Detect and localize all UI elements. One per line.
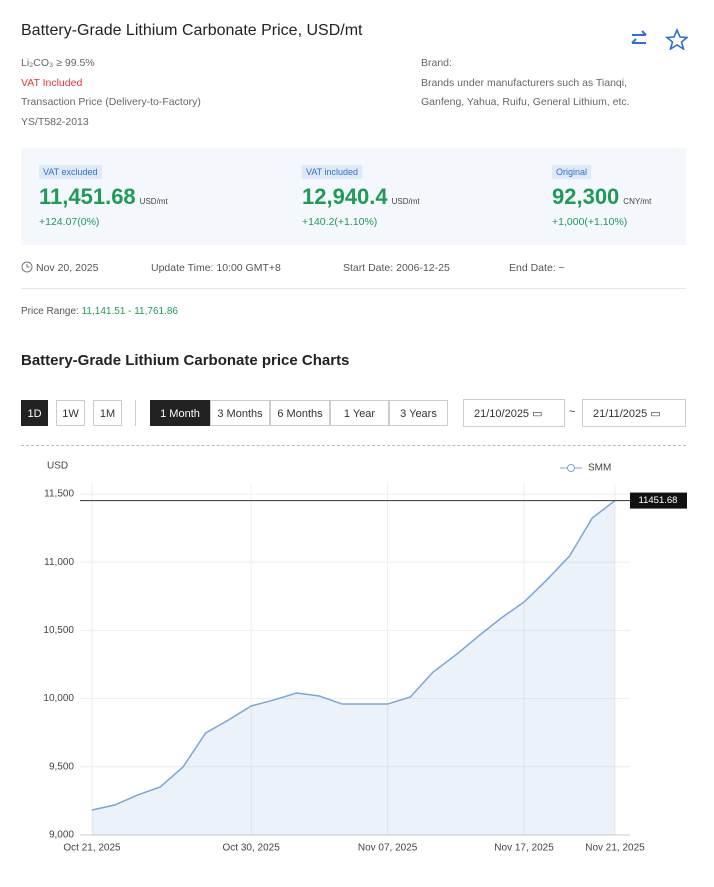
date-from[interactable]: 21/10/2025 ▭ [463,399,565,427]
y-tick-label: 10,000 [43,693,74,704]
meta-update: Update Time: 10:00 GMT+8 [151,262,281,274]
y-tick-label: 10,500 [43,625,74,636]
x-tick-label: Nov 07, 2025 [358,843,418,854]
card-price: 11,451.68 [39,184,136,209]
interval-button[interactable]: 1M [93,400,122,426]
x-tick-label: Nov 17, 2025 [494,843,554,854]
date-from-text: 21/10/2025 [474,408,530,420]
range-button[interactable]: 1 Month [150,400,210,426]
last-value-box [630,492,687,509]
y-tick-label: 11,000 [44,557,74,568]
card-change: +124.07(0%) [39,216,100,228]
interval-button[interactable]: 1W [56,400,85,426]
card-tag: VAT excluded [39,165,102,179]
x-tick-label: Oct 21, 2025 [63,843,121,854]
spec: Transaction Price (Delivery-to-Factory) [21,96,201,108]
meta-end: End Date: ~ [509,262,565,274]
last-value-label: 11451.68 [639,495,678,506]
range-button[interactable]: 1 Year [330,400,389,426]
interval-button[interactable]: 1D [21,400,48,426]
x-tick-label: Oct 30, 2025 [223,843,281,854]
page-title: Battery-Grade Lithium Carbonate Price, U… [21,22,363,39]
price-range-value: 11,141.51 - 11,761.86 [81,306,178,317]
range-button[interactable]: 3 Years [389,400,448,426]
card-price: 92,300 [552,184,620,209]
card-change: +140.2(+1.10%) [302,216,378,228]
y-tick-label: 9,000 [49,830,74,841]
y-tick-label: 9,500 [49,761,74,772]
spec: Li₂CO₃ ≥ 99.5% [21,57,95,69]
range-button[interactable]: 3 Months [210,400,270,426]
card: VAT excluded 11,451.68 USD/mt +124.07(0%) [39,162,168,228]
y-axis-label: USD [47,461,68,472]
card-tag: Original [552,165,592,179]
separator-line [135,400,136,426]
section-title: Battery-Grade Lithium Carbonate price Ch… [21,352,350,369]
card-price: 12,940.4 [302,184,388,209]
card: VAT included 12,940.4 USD/mt +140.2(+1.10… [302,162,420,228]
chart: USD 9,000 9,500 10,000 10,500 11,000 11,500 Oc… [43,461,687,854]
card-unit: USD/mt [139,197,168,206]
card-unit: CNY/mt [623,197,652,206]
spec: VAT Included [21,76,83,89]
meta-start: Start Date: 2006-12-25 [343,262,450,274]
header-icons[interactable] [628,28,688,50]
divider [21,288,686,289]
date-separator: ~ [569,406,576,418]
spec: YS/T582-2013 [21,115,89,128]
y-tick-label: 11,500 [44,489,74,500]
x-tick-label: Nov 21, 2025 [585,843,645,854]
area-fill [92,500,615,835]
card-change: +1,000(+1.10%) [552,216,628,228]
brand-text: Brands under manufacturers such as Tianq… [421,76,630,109]
date-to-text: 21/11/2025 [593,408,648,420]
legend-marker [567,464,575,472]
clock-icon [21,261,33,273]
card-unit: USD/mt [391,197,420,206]
price-cards: VAT excluded 11,451.68 USD/mt +124.07(0%)… [21,148,686,245]
price-range: Price Range: 11,141.51 - 11,761.86 [21,306,178,317]
line [91,499,616,811]
price-range-label: Price Range: [21,306,79,317]
card-tag: VAT included [302,165,363,179]
legend-label: SMM [588,463,611,474]
dashed-divider [21,445,686,446]
date-to[interactable]: 21/11/2025 ▭ [582,399,686,427]
meta-date: Nov 20, 2025 [36,262,99,274]
brand-label: Brand: [421,57,452,69]
range-button[interactable]: 6 Months [270,400,330,426]
card: Original 92,300 CNY/mt +1,000(+1.10%) [552,162,651,228]
